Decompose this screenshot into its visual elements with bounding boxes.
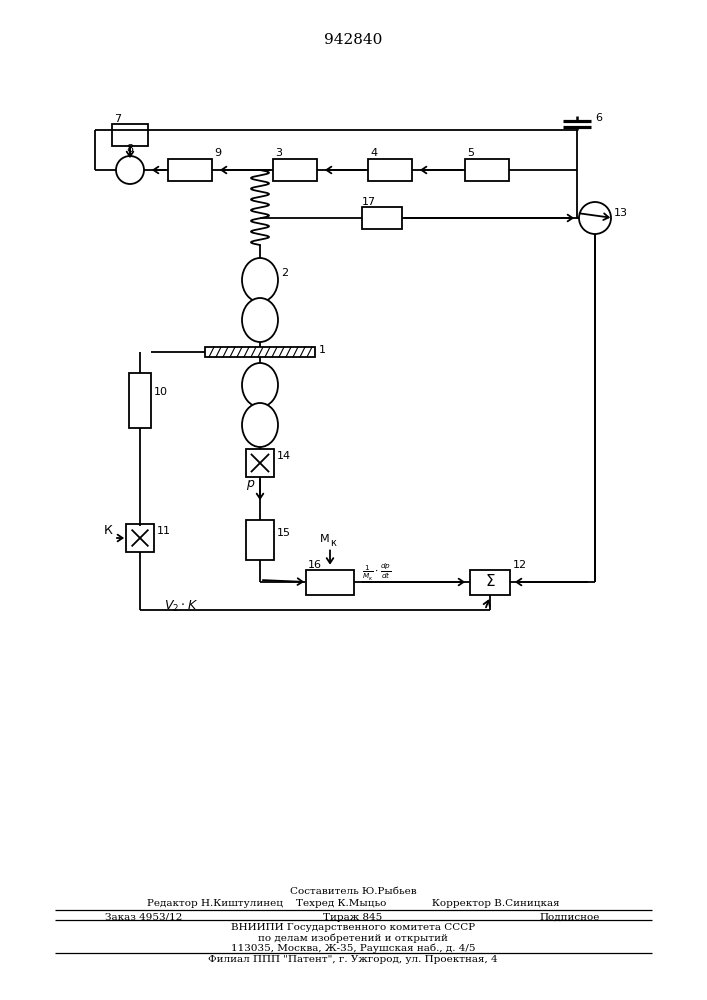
Text: по делам изобретений и открытий: по делам изобретений и открытий bbox=[258, 933, 448, 943]
Bar bbox=[129, 372, 151, 428]
Ellipse shape bbox=[242, 258, 278, 302]
Text: 12: 12 bbox=[513, 560, 527, 570]
Text: Тираж 845: Тираж 845 bbox=[323, 912, 382, 922]
Ellipse shape bbox=[242, 298, 278, 342]
Text: 17: 17 bbox=[362, 197, 376, 207]
Text: к: к bbox=[330, 538, 336, 548]
Bar bbox=[246, 449, 274, 477]
Text: 6: 6 bbox=[595, 113, 602, 123]
Bar bbox=[306, 570, 354, 594]
Bar bbox=[273, 159, 317, 181]
Text: К: К bbox=[104, 524, 113, 537]
Circle shape bbox=[579, 202, 611, 234]
Text: 11: 11 bbox=[157, 526, 171, 536]
Text: 14: 14 bbox=[277, 451, 291, 461]
Ellipse shape bbox=[242, 363, 278, 407]
Text: 1: 1 bbox=[319, 345, 326, 355]
Text: 113035, Москва, Ж-35, Раушская наб., д. 4/5: 113035, Москва, Ж-35, Раушская наб., д. … bbox=[230, 943, 475, 953]
Text: 10: 10 bbox=[154, 387, 168, 397]
Bar bbox=[470, 570, 510, 594]
Text: 8: 8 bbox=[126, 144, 133, 154]
Text: $\Sigma$: $\Sigma$ bbox=[485, 573, 496, 589]
Text: Подписное: Подписное bbox=[539, 912, 600, 922]
Text: Заказ 4953/12: Заказ 4953/12 bbox=[105, 912, 182, 922]
Text: $\frac{1}{M_{\kappa}} \cdot \frac{dp}{dt}$: $\frac{1}{M_{\kappa}} \cdot \frac{dp}{dt… bbox=[362, 561, 392, 583]
Text: 4: 4 bbox=[370, 148, 377, 158]
Text: 3: 3 bbox=[275, 148, 282, 158]
Text: ВНИИПИ Государственного комитета СССР: ВНИИПИ Государственного комитета СССР bbox=[231, 924, 475, 932]
Text: 5: 5 bbox=[467, 148, 474, 158]
Text: 9: 9 bbox=[214, 148, 221, 158]
Bar bbox=[246, 520, 274, 560]
Bar bbox=[362, 207, 402, 229]
Text: 2: 2 bbox=[281, 268, 288, 278]
Ellipse shape bbox=[242, 403, 278, 447]
Bar bbox=[205, 347, 315, 357]
Circle shape bbox=[116, 156, 144, 184]
Text: р: р bbox=[246, 477, 254, 490]
Bar bbox=[168, 159, 212, 181]
Text: Редактор Н.Киштулинец    Техред К.Мыцьо              Корректор В.Синицкая: Редактор Н.Киштулинец Техред К.Мыцьо Кор… bbox=[146, 900, 559, 908]
Text: 942840: 942840 bbox=[324, 33, 382, 47]
Bar bbox=[126, 524, 154, 552]
Text: 13: 13 bbox=[614, 208, 628, 218]
Text: $V_2 \cdot K$: $V_2 \cdot K$ bbox=[164, 599, 199, 614]
Text: 15: 15 bbox=[277, 528, 291, 538]
Bar bbox=[112, 124, 148, 146]
Text: М: М bbox=[320, 534, 329, 544]
Text: 7: 7 bbox=[114, 114, 121, 124]
Bar bbox=[368, 159, 412, 181]
Text: Составитель Ю.Рыбьев: Составитель Ю.Рыбьев bbox=[290, 888, 416, 896]
Text: Филиал ППП "Патент", г. Ужгород, ул. Проектная, 4: Филиал ППП "Патент", г. Ужгород, ул. Про… bbox=[208, 956, 498, 964]
Bar bbox=[465, 159, 509, 181]
Text: 16: 16 bbox=[308, 560, 322, 570]
